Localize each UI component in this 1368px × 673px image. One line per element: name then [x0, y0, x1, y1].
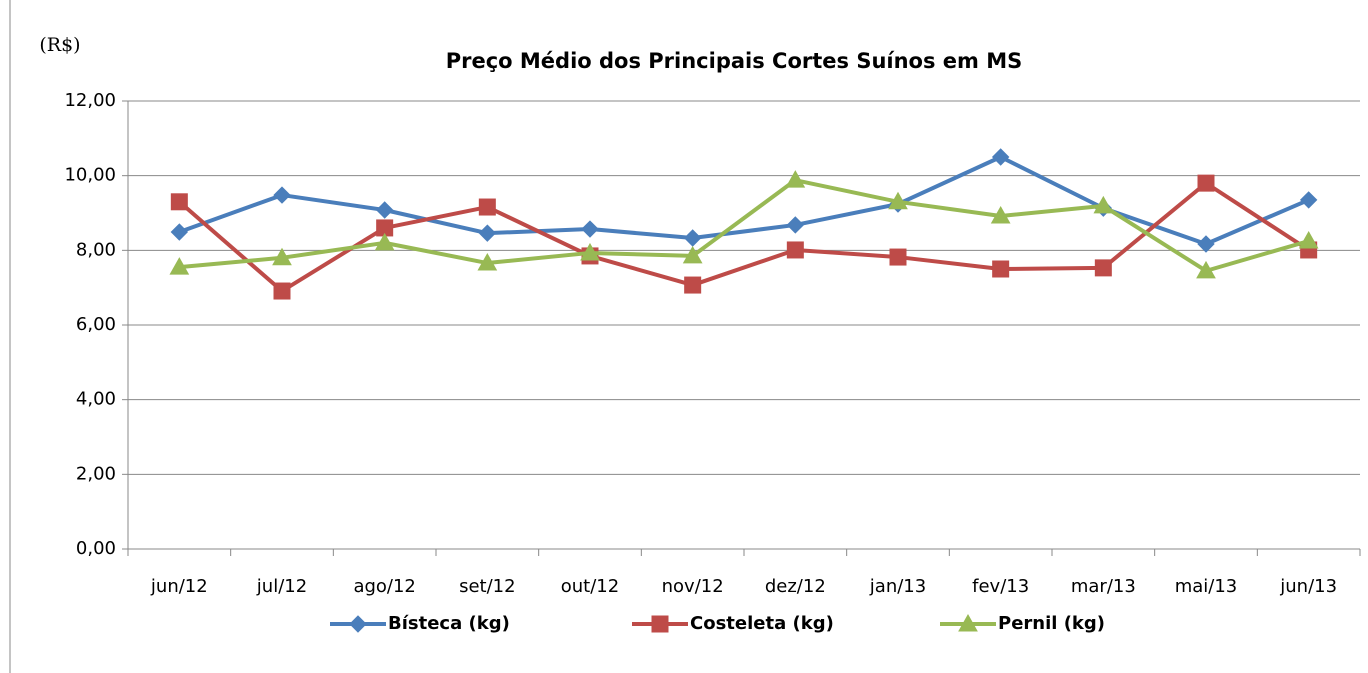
data-point: [1094, 259, 1112, 277]
y-tick-label: 4,00: [76, 389, 116, 410]
chart-frame: [9, 0, 11, 673]
series-line: [178, 155, 1310, 246]
data-point: [581, 220, 599, 238]
data-point: [683, 229, 702, 247]
x-tick-label: jul/12: [256, 576, 307, 597]
y-axis-label: (R$): [39, 34, 80, 56]
legend-label: Costeleta (kg): [690, 613, 834, 634]
legend-marker: [349, 615, 367, 633]
data-point: [990, 205, 1011, 224]
y-tick-label: 12,00: [64, 90, 116, 111]
legend-marker: [958, 613, 978, 632]
legend-label: Pernil (kg): [998, 613, 1105, 634]
data-point: [272, 247, 292, 266]
x-tick-label: jun/13: [1279, 576, 1337, 597]
y-tick-label: 0,00: [76, 538, 116, 559]
chart-title: Preço Médio dos Principais Cortes Suínos…: [446, 49, 1023, 73]
y-tick-label: 2,00: [76, 463, 116, 484]
x-tick-label: dez/12: [765, 576, 826, 597]
data-point: [1298, 230, 1319, 249]
data-point: [580, 242, 600, 261]
data-point: [1299, 191, 1318, 209]
legend-label: Bísteca (kg): [388, 613, 510, 634]
x-tick-label: mai/13: [1175, 576, 1238, 597]
y-tick-label: 10,00: [64, 165, 116, 186]
data-point: [375, 201, 394, 219]
data-point: [477, 253, 498, 271]
data-point: [889, 248, 907, 266]
data-point: [170, 223, 189, 241]
data-point: [992, 260, 1010, 278]
data-point: [786, 241, 804, 259]
data-point: [273, 282, 291, 300]
data-point: [682, 245, 703, 264]
legend-marker: [651, 615, 669, 633]
data-point: [169, 257, 190, 275]
data-point: [991, 148, 1010, 166]
x-tick-label: ago/12: [353, 576, 415, 597]
x-tick-label: out/12: [561, 576, 619, 597]
data-point: [1197, 174, 1215, 192]
x-tick-label: nov/12: [662, 576, 724, 597]
data-point: [786, 216, 805, 234]
data-point: [888, 191, 908, 210]
data-point: [1197, 235, 1215, 253]
data-point: [478, 198, 496, 216]
x-tick-label: fev/13: [972, 576, 1029, 597]
x-tick-label: set/12: [459, 576, 515, 597]
data-point: [684, 276, 702, 294]
data-point: [374, 232, 395, 251]
series-line: [179, 178, 1310, 273]
x-tick-label: jan/13: [869, 576, 926, 597]
data-point: [273, 186, 291, 204]
data-point: [478, 224, 497, 242]
y-tick-label: 8,00: [76, 239, 116, 260]
data-point: [1196, 260, 1216, 279]
series-line: [178, 181, 1310, 294]
x-tick-label: jun/12: [150, 576, 208, 597]
data-point: [785, 170, 806, 188]
data-point: [1093, 195, 1114, 214]
data-point: [170, 193, 188, 211]
y-tick-label: 6,00: [76, 314, 116, 335]
x-tick-label: mar/13: [1071, 576, 1136, 597]
